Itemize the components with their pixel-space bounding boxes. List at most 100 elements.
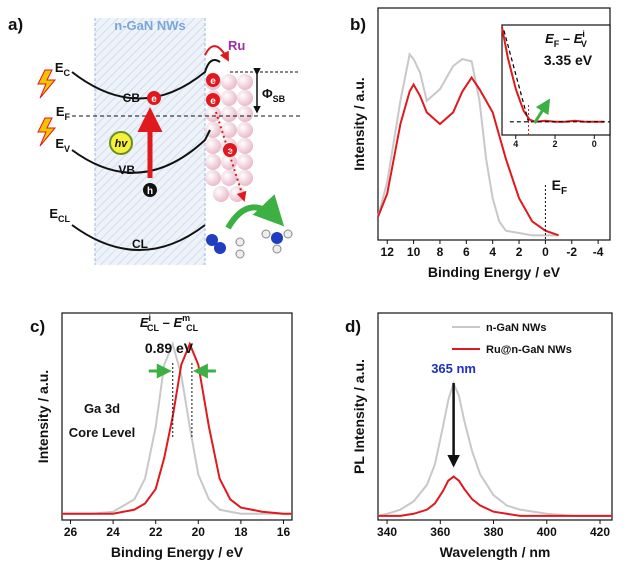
x-tick-label: 24 (106, 525, 120, 539)
rich-label: EF – Ei V (545, 29, 587, 49)
n2-atom (206, 234, 218, 246)
h2-atom (235, 237, 245, 247)
series-line (62, 341, 292, 515)
light-icon (37, 117, 57, 147)
label-part: – (559, 31, 573, 46)
y-axis-label: Intensity / a.u. (351, 77, 367, 170)
light-icon (37, 69, 57, 99)
band-label: VB (118, 163, 135, 177)
y-axis-label: Intensity / a.u. (35, 370, 51, 463)
series-line (62, 340, 292, 515)
x-tick-label: 380 (484, 525, 504, 539)
electron (147, 91, 161, 105)
peak-label: 365 nm (431, 361, 476, 376)
barrier-subscript: SB (273, 94, 286, 104)
panel-label: b) (350, 15, 366, 34)
level-label: ECL (49, 206, 70, 224)
x-tick-label: 18 (234, 525, 248, 539)
series-line (503, 30, 530, 122)
x-tick-label: 8 (437, 245, 444, 259)
panel-label: d) (345, 317, 361, 336)
x-tick-label: 26 (64, 525, 78, 539)
level-symbol: E (56, 104, 65, 119)
series-line (378, 475, 612, 517)
hole-label: h (147, 186, 153, 197)
plot-frame (501, 24, 611, 136)
x-tick-label: 420 (590, 525, 610, 539)
metal-label: Ru (228, 38, 245, 53)
x-tick-label: 4 (513, 139, 518, 149)
x-axis-label: Wavelength / nm (440, 544, 551, 560)
x-tick-label: 2 (553, 139, 558, 149)
label-part: – (159, 315, 173, 330)
band-label: CL (132, 237, 148, 251)
label-part: i (149, 313, 152, 323)
nh3-atom (271, 232, 283, 244)
onset-arrow (533, 98, 551, 124)
x-axis-label: Binding Energy / eV (111, 544, 244, 560)
label-part: V (581, 39, 587, 49)
x-tick-label: 360 (430, 525, 450, 539)
note-label: Core Level (69, 425, 135, 440)
x-tick-label: 10 (407, 245, 421, 259)
plot-frame (377, 312, 613, 521)
electron-label: e (210, 76, 216, 87)
x-tick-label: 340 (377, 525, 397, 539)
x-axis-label: Binding Energy / eV (428, 264, 561, 280)
label-part: i (582, 29, 585, 39)
panel-label: a) (8, 15, 23, 34)
electron (206, 73, 220, 87)
label-part: F (554, 39, 560, 49)
x-tick-label: 6 (463, 245, 470, 259)
level-subscript: C (64, 68, 71, 78)
h2-atom (235, 249, 245, 259)
level-symbol: E (55, 136, 64, 151)
rich-label: EF (552, 177, 567, 197)
label-part: E (574, 31, 583, 46)
label-part: F (561, 186, 567, 197)
onset-label: 3.35 eV (544, 52, 593, 68)
label-part: m (182, 313, 190, 323)
electron-label: e (210, 96, 216, 107)
series-line (501, 27, 605, 123)
label-part: E (140, 315, 149, 330)
band-diagram: a) n-GaN NWs Ru EC EF EV ECL ΦSB CB VB C… (8, 15, 300, 265)
electron (206, 93, 220, 107)
x-tick-label: 400 (537, 525, 557, 539)
electron-label: e (151, 94, 157, 105)
electron-label: e (227, 146, 233, 157)
x-tick-label: 0 (542, 245, 549, 259)
series-line (377, 75, 559, 237)
valence-band (71, 129, 211, 174)
level-label: EF (56, 104, 71, 122)
x-tick-label: 0 (592, 139, 597, 149)
level-label: EV (55, 136, 70, 154)
barrier-label: ΦSB (262, 86, 286, 104)
level-label: EC (55, 60, 71, 78)
reaction-arrow (225, 194, 285, 230)
legend-label: n-GaN NWs (486, 322, 547, 334)
n2-atom (214, 242, 226, 254)
barrier-symbol: Φ (262, 86, 273, 101)
rich-label: Ei CL – Em CL (140, 313, 199, 333)
shift-label: 0.89 eV (145, 340, 194, 356)
series-line (377, 52, 559, 237)
region-label: n-GaN NWs (114, 18, 186, 33)
label-part: CL (147, 323, 159, 333)
label-part: CL (186, 323, 198, 333)
x-tick-label: 20 (192, 525, 206, 539)
electron-path (204, 45, 229, 62)
conduction-band (71, 59, 221, 100)
label-part: E (552, 177, 561, 193)
nh3-atom (283, 229, 293, 239)
series-line (377, 380, 612, 517)
level-symbol: E (49, 206, 58, 221)
band-label: CB (123, 91, 141, 105)
x-tick-label: 4 (489, 245, 496, 259)
x-tick-label: 22 (149, 525, 163, 539)
electron-transfer (215, 111, 247, 202)
x-tick-label: -4 (593, 245, 604, 259)
photon-icon (109, 131, 133, 155)
level-subscript: V (64, 144, 70, 154)
x-tick-label: -2 (566, 245, 577, 259)
